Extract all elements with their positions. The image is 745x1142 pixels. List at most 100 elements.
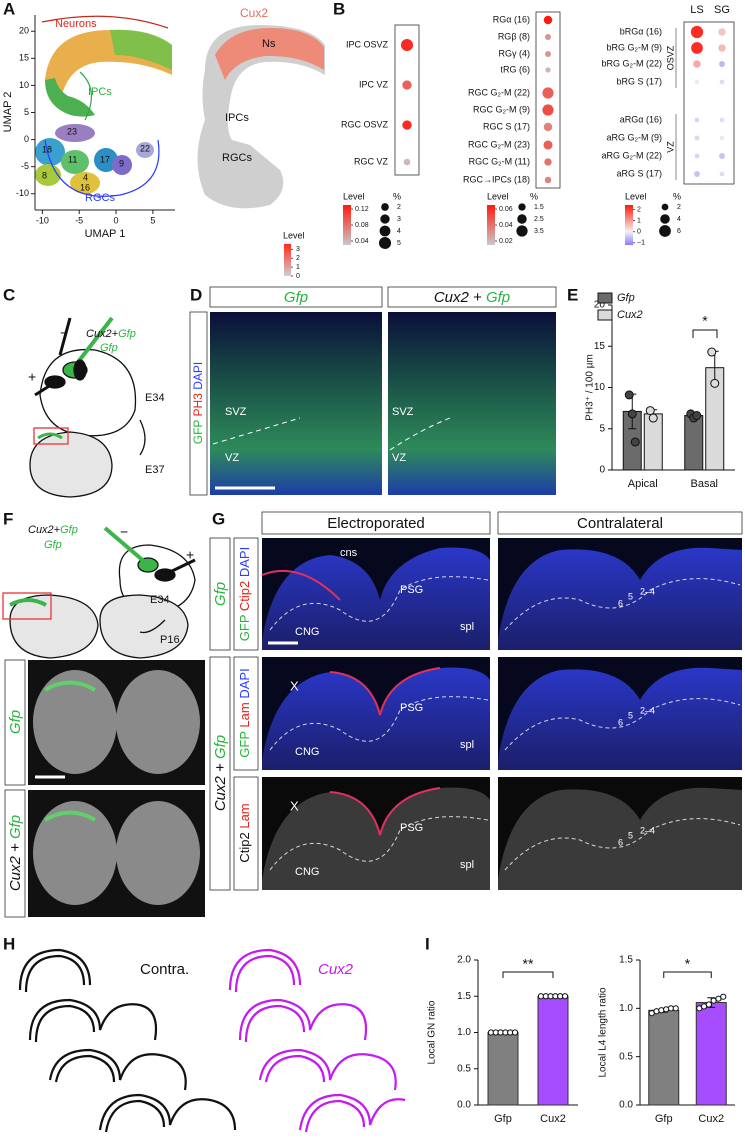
dot bbox=[402, 120, 412, 130]
age: E37 bbox=[145, 464, 165, 476]
dot bbox=[694, 135, 700, 141]
color-bar bbox=[487, 205, 495, 245]
legend-tick-label: 3 bbox=[397, 216, 401, 223]
data-point bbox=[710, 378, 720, 388]
row-label: RGC→IPCs (18) bbox=[463, 174, 530, 184]
legend-label: Gfp bbox=[617, 292, 635, 304]
column-header: Cux2 + Gfp bbox=[434, 289, 510, 306]
dot-frame bbox=[683, 21, 735, 185]
row-label: RGC G₂-M (11) bbox=[469, 156, 530, 166]
stain-label: Ctip2 Lam bbox=[237, 803, 252, 862]
row-label: bRG G₂-M (22) bbox=[602, 58, 663, 68]
dot bbox=[402, 80, 412, 90]
row-label: RGC G₂-M (9) bbox=[473, 104, 530, 114]
group-label: Contra. bbox=[140, 961, 189, 978]
side-box bbox=[209, 656, 231, 891]
annotation: 6 bbox=[618, 598, 623, 608]
legend-swatch bbox=[597, 292, 613, 304]
panel-label: C bbox=[3, 285, 15, 304]
annotations: cns PSG CNG spl 2–4 5 6 X PSG CNG spl 2–… bbox=[290, 547, 655, 878]
dot bbox=[719, 171, 725, 177]
legend-swatch bbox=[597, 309, 613, 321]
legend-tick-label: 1 bbox=[296, 264, 300, 271]
y-tick-label: 1.0 bbox=[619, 1003, 633, 1014]
y-tick-label: -5 bbox=[21, 161, 29, 171]
micrographs bbox=[261, 538, 742, 890]
age: E34 bbox=[150, 594, 170, 606]
row-label: aRG S (17) bbox=[616, 168, 662, 178]
x-tick-label: Gfp bbox=[655, 1113, 673, 1125]
y-tick-label: 5 bbox=[599, 423, 605, 434]
x-tick-label: Apical bbox=[628, 478, 658, 490]
group-label: RGCs bbox=[85, 192, 115, 204]
legend-title: Level bbox=[343, 191, 365, 201]
data-point bbox=[627, 409, 637, 419]
y-tick-label: 0 bbox=[24, 134, 29, 144]
annotation: cns bbox=[340, 547, 358, 559]
pole: + bbox=[28, 369, 36, 385]
x-tick-label: Gfp bbox=[494, 1113, 512, 1125]
pole: + bbox=[186, 547, 194, 563]
panel-label: H bbox=[3, 934, 15, 953]
y-tick-label: 10 bbox=[594, 382, 606, 393]
annotation: X bbox=[290, 798, 299, 813]
sig-bracket bbox=[663, 971, 712, 978]
x-tick-label: Basal bbox=[690, 478, 718, 490]
dot bbox=[694, 79, 700, 85]
dot bbox=[718, 28, 726, 36]
bar bbox=[695, 1002, 727, 1106]
cluster-label: 4 bbox=[83, 172, 88, 182]
legend-tick-label: 2.5 bbox=[534, 216, 544, 223]
y-tick-label: 5 bbox=[24, 107, 29, 117]
zone-label: SVZ bbox=[392, 406, 414, 418]
x-label: UMAP 1 bbox=[85, 228, 126, 240]
legend-tick-label: 3.5 bbox=[534, 228, 544, 235]
stain-label: GFP PH3 DAPI bbox=[191, 362, 205, 445]
x-tick-label: -10 bbox=[36, 215, 49, 225]
legend-tick-label: 0 bbox=[296, 273, 300, 280]
header-box bbox=[261, 511, 491, 535]
data-point bbox=[645, 406, 655, 416]
pole: − bbox=[120, 524, 128, 540]
sig-bracket bbox=[692, 329, 718, 338]
y-tick-label: 0.0 bbox=[619, 1100, 633, 1111]
significance: * bbox=[685, 956, 691, 972]
annotation: 6 bbox=[618, 717, 623, 727]
column-header: LS bbox=[690, 4, 703, 16]
row-label: tRG (6) bbox=[500, 64, 530, 74]
construct: Cux2+Gfp bbox=[28, 524, 78, 536]
color-bar bbox=[343, 205, 351, 245]
x-tick-label: 0 bbox=[114, 215, 119, 225]
size-key bbox=[381, 203, 389, 211]
legend-tick-label: 4 bbox=[397, 228, 401, 235]
panel-label: E bbox=[567, 285, 578, 304]
plot-title: Cux2 bbox=[240, 6, 268, 20]
legend-tick-label: 3 bbox=[296, 246, 300, 253]
zone-label: VZ bbox=[392, 452, 406, 464]
legend-title: Level bbox=[283, 230, 305, 240]
dot bbox=[400, 38, 414, 52]
panel-label: B bbox=[333, 0, 345, 18]
row-label: RGC OSVZ bbox=[341, 119, 389, 129]
annotation: PSG bbox=[400, 584, 423, 596]
x-tick-label: 5 bbox=[150, 215, 155, 225]
dot-frame bbox=[535, 11, 561, 189]
group-label: Neurons bbox=[55, 18, 97, 30]
dot bbox=[719, 135, 725, 141]
dot bbox=[694, 171, 700, 177]
dot bbox=[719, 79, 725, 85]
construct: Cux2+Gfp bbox=[86, 328, 136, 340]
side-box bbox=[233, 776, 259, 891]
row-label: RGC S (17) bbox=[483, 121, 530, 131]
legend-tick-label: 0.08 bbox=[355, 222, 369, 229]
bar bbox=[648, 1009, 680, 1106]
y-tick-label: 1.5 bbox=[457, 991, 471, 1002]
gfp-signal bbox=[43, 680, 97, 822]
data-point bbox=[707, 347, 717, 357]
dot bbox=[543, 140, 553, 150]
annotation: CNG bbox=[295, 626, 319, 638]
cluster-label: 17 bbox=[100, 154, 110, 164]
micrograph bbox=[388, 312, 556, 495]
group-label: IPCs bbox=[88, 86, 112, 98]
